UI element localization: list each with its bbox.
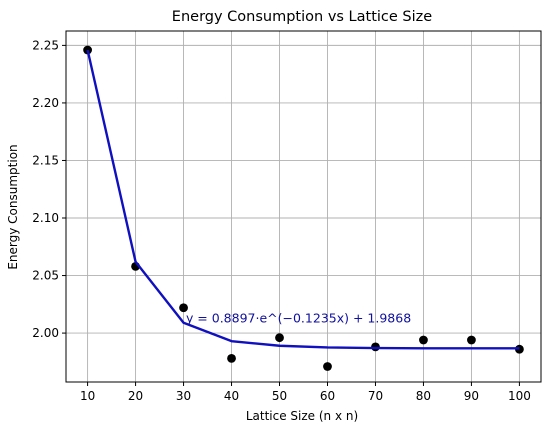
- data-point: [179, 303, 188, 313]
- x-tick-label: 90: [464, 389, 479, 403]
- annotation-layer: y = 0.8897·e^(−0.1235x) + 1.9868: [186, 311, 411, 326]
- x-tick-label: 30: [176, 389, 191, 403]
- y-tick-label: 2.00: [32, 326, 59, 340]
- x-tick-label: 80: [416, 389, 431, 403]
- fit-equation-annotation: y = 0.8897·e^(−0.1235x) + 1.9868: [186, 311, 411, 326]
- series-layer: [83, 45, 524, 371]
- chart-title: Energy Consumption vs Lattice Size: [172, 9, 432, 25]
- data-point: [467, 335, 476, 345]
- x-tick-label: 20: [128, 389, 143, 403]
- x-tick-label: 70: [368, 389, 383, 403]
- x-axis-label: Lattice Size (n x n): [246, 409, 358, 423]
- x-tick-label: 10: [80, 389, 95, 403]
- tick-layer: 10 20 30 40 50 60 70 80 90 100 2.00 2.05 2.10 2.15 2.2…: [32, 38, 531, 403]
- y-axis-label: Energy Consumption: [6, 144, 20, 269]
- x-tick-label: 100: [508, 389, 531, 403]
- x-tick-label: 50: [272, 389, 287, 403]
- data-point: [323, 362, 332, 371]
- data-point: [227, 354, 236, 363]
- fit-curve-line: [86, 49, 520, 350]
- data-point: [83, 45, 92, 55]
- y-tick-label: 2.15: [32, 153, 59, 167]
- x-tick-label: 40: [224, 389, 239, 403]
- y-tick-label: 2.05: [32, 269, 59, 283]
- y-tick-label: 2.10: [32, 211, 59, 225]
- grid: [66, 31, 541, 382]
- y-tick-label: 2.20: [32, 96, 59, 110]
- x-tick-label: 60: [320, 389, 335, 403]
- data-point: [275, 333, 284, 343]
- plot-frame: [65, 30, 542, 383]
- data-point: [419, 335, 428, 345]
- y-tick-label: 2.25: [32, 38, 59, 52]
